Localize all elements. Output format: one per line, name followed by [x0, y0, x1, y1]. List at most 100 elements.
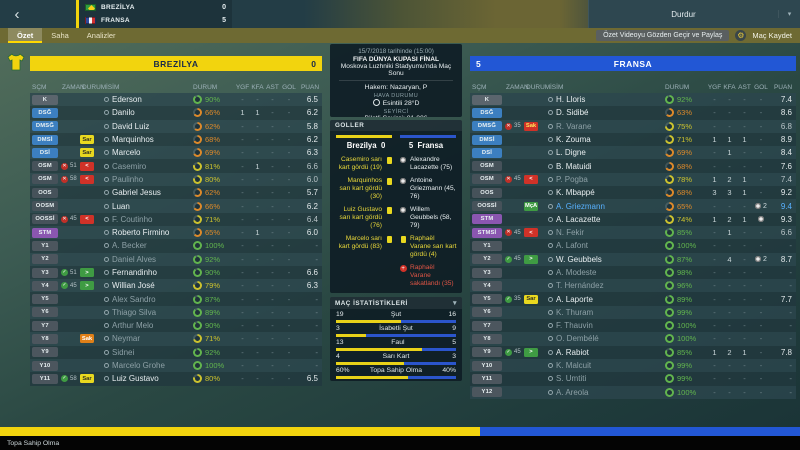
home-team-panel: BREZİLYA 0 SÇM ZAMAN DURUM İSİM DURUM YGF K… — [7, 53, 322, 386]
stat-home-value: 4 — [336, 353, 340, 360]
sub-minute: 51 — [70, 163, 77, 170]
player-row[interactable]: Y8 O. Dembélé 100% - - - - - — [470, 332, 796, 346]
player-row[interactable]: OOSSİ ✕ 45 < F. Coutinho 71% - - - - 6.4 — [30, 212, 322, 226]
player-row[interactable]: Y6 Thiago Silva 89% - - - - - — [30, 305, 322, 320]
player-row[interactable]: DMSİ Sar Marquinhos 68% - - - - 6.2 — [30, 132, 322, 147]
player-row[interactable]: Y7 Arthur Melo 90% - - - - - — [30, 319, 322, 333]
player-row[interactable]: Y10 K. Malcuit 99% - - - - - — [470, 358, 796, 373]
player-row[interactable]: OOSSİ MçA A. Griezmann 65% - - - 2 9.4 — [470, 199, 796, 213]
chevron-down-icon[interactable]: ▾ — [778, 10, 800, 18]
player-row[interactable]: Y1 A. Lafont 100% - - - - - — [470, 239, 796, 253]
sub-time-cell: ✕ 45 — [504, 175, 524, 183]
mini-score-row[interactable]: BREZİLYA 0 — [79, 2, 232, 14]
sub-off-icon: ✕ — [61, 215, 68, 223]
tab-analizler[interactable]: Analizler — [86, 31, 116, 40]
player-info-icon — [548, 123, 553, 129]
pause-button[interactable]: Durdur ▾ — [588, 0, 800, 28]
condition-ring-icon — [665, 108, 674, 118]
review-highlights-button[interactable]: Özet Videoyu Gözden Geçir ve Paylaş — [596, 30, 730, 41]
player-row[interactable]: DSĞ D. Sidibé 63% - - - - 8.6 — [470, 106, 796, 120]
player-row[interactable]: K Ederson 90% - - - - 6.5 — [30, 93, 322, 107]
player-row[interactable]: Y5 ✓ 35 Sar A. Laporte 89% - - - - 7.7 — [470, 292, 796, 306]
player-row[interactable]: Y9 ✓ 45 > A. Rabiot 85% 1 2 1 - 7.8 — [470, 345, 796, 359]
chevron-down-icon[interactable]: ▾ — [452, 300, 457, 307]
player-row[interactable]: Y2 Daniel Alves 92% - - - - - — [30, 252, 322, 266]
rating-value: - — [789, 307, 792, 317]
player-row[interactable]: OSM B. Matuidi 68% - - - - 7.6 — [470, 159, 796, 173]
player-row[interactable]: OOSM Luan 66% - - - - 6.2 — [30, 199, 322, 213]
save-match-button[interactable]: Maç Kaydet — [752, 31, 792, 40]
player-row[interactable]: DMSĞ David Luiz 62% - - - - 5.8 — [30, 119, 322, 133]
sub-time-cell: ✕ 45 — [60, 215, 80, 223]
player-row[interactable]: Y2 ✓ 45 > W. Geubbels 87% - 4 - 2 8.7 — [470, 252, 796, 266]
player-name: K. Zouma — [556, 135, 591, 145]
player-row[interactable]: OSM ✕ 45 < P. Pogba 78% 1 2 1 - 7.4 — [470, 172, 796, 187]
player-row[interactable]: Y7 F. Thauvin 100% - - - - - — [470, 319, 796, 333]
home-column-header[interactable]: SÇM ZAMAN DURUM İSİM DURUM YGF KFA AST GOL PU… — [32, 83, 320, 91]
player-row[interactable]: Y4 T. Hernández 96% - - - - - — [470, 279, 796, 293]
status-badge-mom: MçA — [524, 201, 539, 211]
player-row[interactable]: DSİ L. Digne 69% - 1 - - 8.4 — [470, 146, 796, 160]
condition-cell: 92% — [191, 347, 235, 357]
match-stats-header[interactable]: MAÇ İSTATİSTİKLERİ ▾ — [330, 297, 462, 309]
player-row[interactable]: STM A. Lacazette 74% 1 2 1 9.3 — [470, 212, 796, 226]
condition-ring-icon — [193, 174, 202, 184]
tab-saha[interactable]: Saha — [51, 31, 69, 40]
player-row[interactable]: Y3 ✓ 51 > Fernandinho 90% - - - - 6.6 — [30, 265, 322, 280]
home-color-bar — [336, 135, 392, 138]
player-row[interactable]: DSİ Sar Marcelo 69% - - - - 6.3 — [30, 146, 322, 160]
condition-ring-icon — [665, 281, 674, 291]
player-row[interactable]: Y9 Sidnei 92% - - - - - — [30, 345, 322, 359]
player-info-icon — [548, 230, 553, 236]
tab-özet[interactable]: Özet — [8, 28, 43, 43]
player-row[interactable]: Y8 Sak Neymar 71% - - - - - — [30, 332, 322, 346]
player-name: Arthur Melo — [112, 321, 154, 331]
player-row[interactable]: Y4 ✓ 45 > Willian José 79% - - - - 6.3 — [30, 279, 322, 293]
condition-ring-icon — [665, 148, 674, 158]
position-badge: OSM — [32, 161, 58, 172]
player-row[interactable]: K H. Lloris 92% - - - - 7.4 — [470, 93, 796, 107]
mini-score-row[interactable]: FRANSA 5 — [79, 15, 232, 27]
player-row[interactable]: DMSĞ ✕ 35 Sak R. Varane 75% - - - - 6.8 — [470, 119, 796, 133]
player-row[interactable]: Y3 A. Modeste 98% - - - - - — [470, 265, 796, 280]
position-badge: Y5 — [472, 294, 502, 305]
player-row[interactable]: STM Roberto Firmino 65% - 1 - - 6.0 — [30, 225, 322, 240]
player-row[interactable]: Y5 Alex Sandro 87% - - - - - — [30, 292, 322, 306]
player-info-icon — [104, 190, 109, 196]
ast-value: - — [743, 307, 746, 317]
player-row[interactable]: Y6 K. Thuram 99% - - - - - — [470, 305, 796, 320]
player-row[interactable]: OSM ✕ 58 < Paulinho 80% - - - - 6.0 — [30, 172, 322, 187]
player-row[interactable]: STMSİ ✕ 45 < N. Fekir 85% - 1 - - 6.6 — [470, 225, 796, 240]
player-row[interactable]: OOS K. Mbappé 68% 3 3 1-9.2 — [470, 186, 796, 200]
goals-cell: 2 — [752, 203, 770, 210]
condition-value: 63% — [677, 108, 693, 118]
condition-cell: 100% — [663, 321, 707, 331]
player-row[interactable]: Y12 A. Areola 100% - - - - - — [470, 385, 796, 399]
status-cell: < — [524, 228, 548, 238]
player-name-cell: K. Mbappé — [548, 188, 663, 197]
condition-value: 100% — [677, 241, 697, 251]
player-row[interactable]: OSM ✕ 51 < Casemiro 81% - 1 - - 6.6 — [30, 159, 322, 173]
mini-scoreboard[interactable]: BREZİLYA 0 FRANSA 5 — [76, 0, 232, 28]
player-row[interactable]: Y1 A. Becker 100% - - - - - — [30, 239, 322, 253]
player-info-icon — [104, 163, 109, 169]
condition-cell: 100% — [191, 241, 235, 251]
stat-home-value: 60% — [336, 367, 350, 374]
back-button[interactable]: ‹ — [14, 5, 20, 23]
player-row[interactable]: DSĞ Danilo 66% 1 1 - - 6.2 — [30, 106, 322, 120]
player-row[interactable]: Y11 S. Umtiti 99% - - - - - — [470, 372, 796, 386]
sub-minute: 58 — [70, 176, 77, 183]
condition-value: 92% — [205, 347, 221, 357]
goals-cell: - — [287, 334, 291, 344]
condition-cell: 65% — [663, 201, 707, 211]
ast-value: - — [271, 334, 274, 344]
position-badge: Y2 — [32, 254, 58, 265]
ast-value: - — [743, 121, 746, 131]
player-row[interactable]: Y11 ✓ 58 Sar Luiz Gustavo 80% - - - - 6.5 — [30, 372, 322, 386]
player-row[interactable]: Y10 Marcelo Grohe 100% - - - - - — [30, 358, 322, 373]
condition-cell: 89% — [191, 307, 235, 317]
player-row[interactable]: DMSİ K. Zouma 71% 1 1 1-8.9 — [470, 132, 796, 147]
player-row[interactable]: OOS Gabriel Jesus 62% - - - - 5.7 — [30, 186, 322, 200]
gear-icon[interactable]: ⚙ — [735, 30, 747, 41]
away-column-header[interactable]: SÇM ZAMAN DURUM İSİM DURUM YGF KFA AST GOL PU… — [472, 83, 793, 91]
